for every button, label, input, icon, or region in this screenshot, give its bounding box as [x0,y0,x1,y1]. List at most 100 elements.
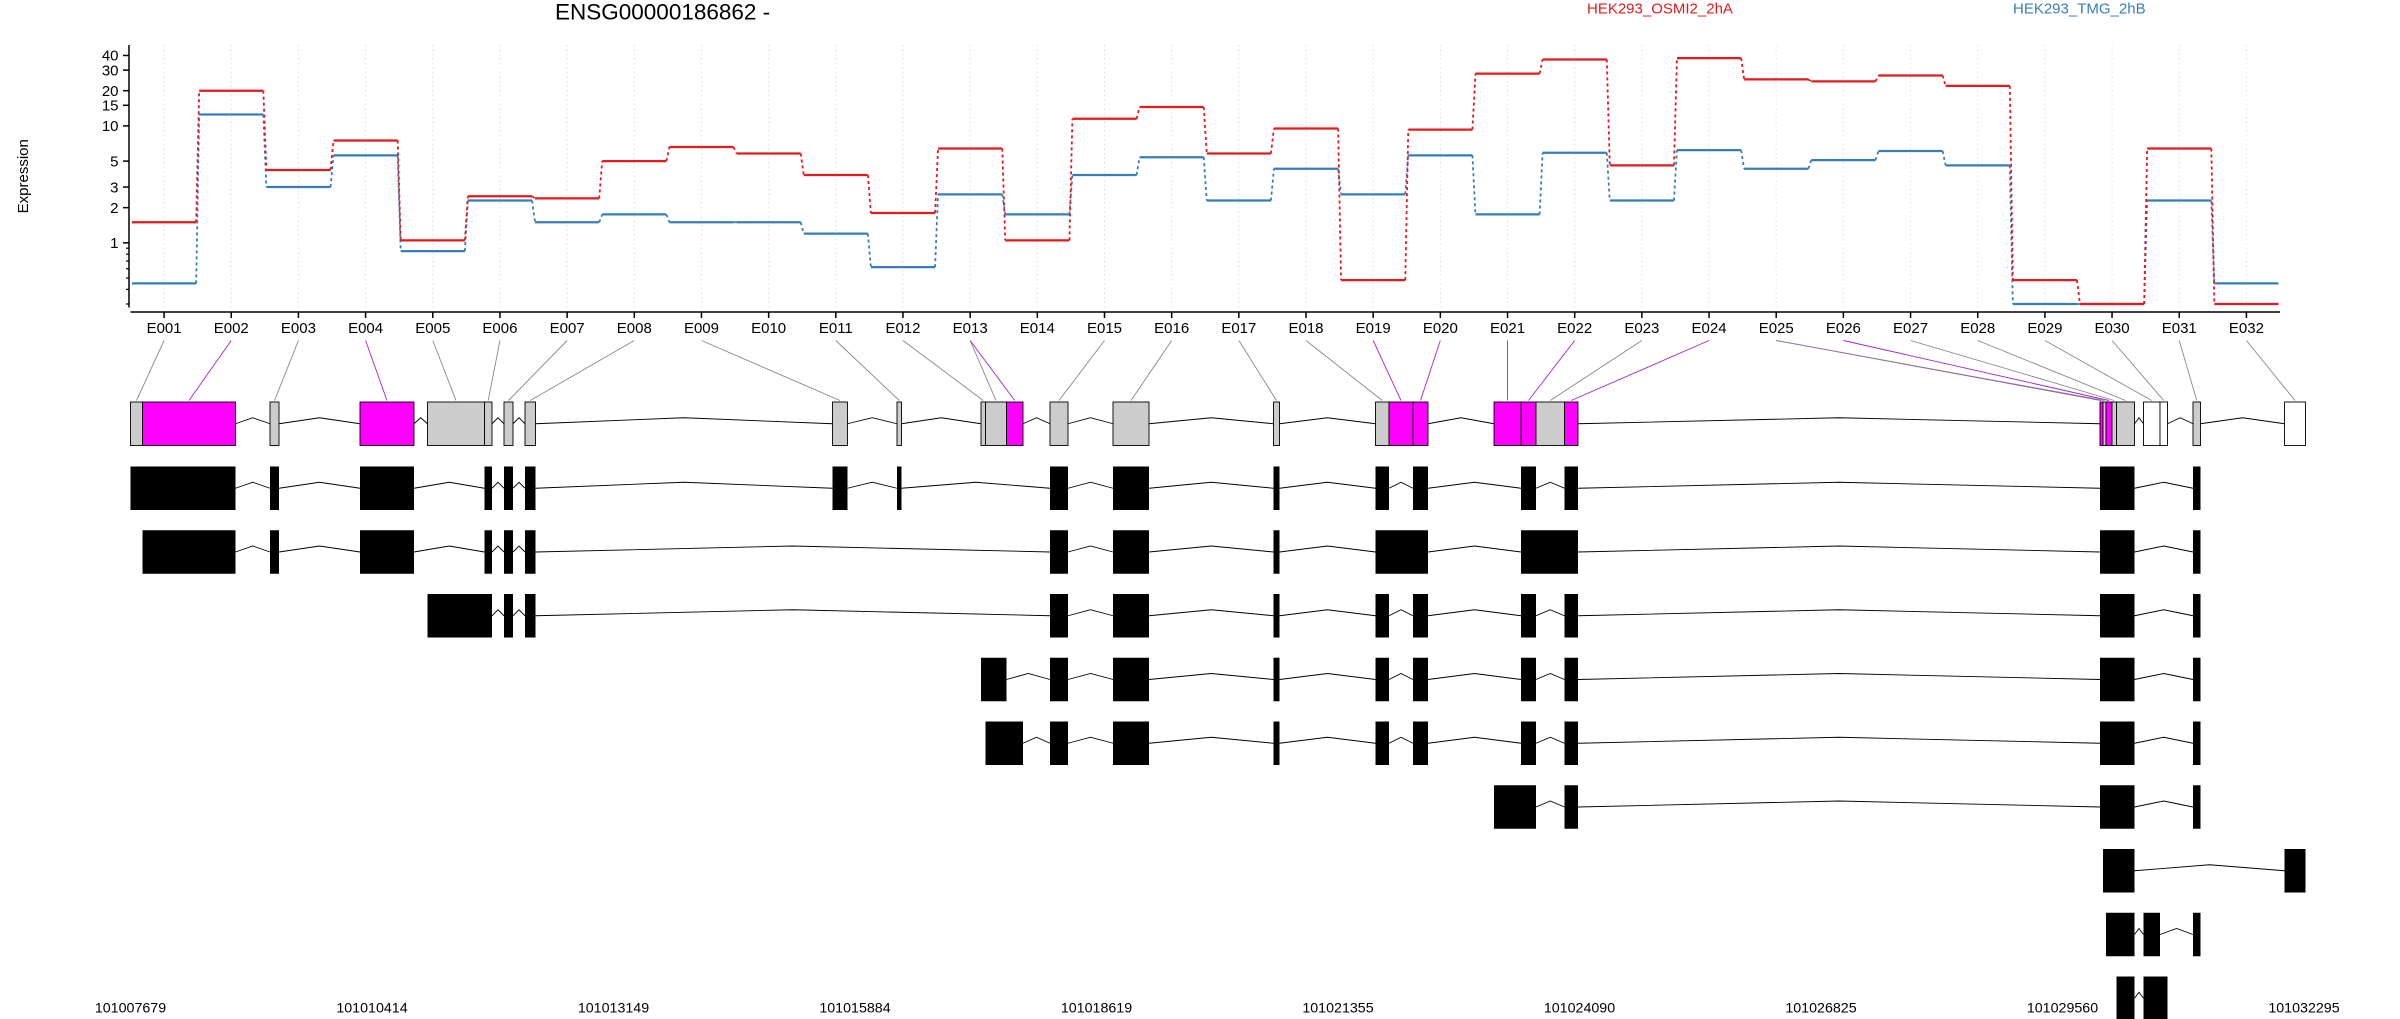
transcript-exon [142,530,236,574]
exon-label: E006 [482,320,517,337]
gene-intron [2134,417,2144,425]
gene-exon [1412,401,1429,446]
transcript-exon [1113,530,1149,574]
transcript-intron [847,481,898,489]
genomic-coordinate-label: 101007679 [95,1001,166,1017]
exon-label: E002 [214,320,249,337]
transcript-exon [525,530,536,574]
series-2-connector [1202,157,1208,201]
exon-label: E007 [550,320,585,337]
gene-exon [2192,401,2201,446]
transcript-intron [1427,609,1522,617]
transcript-exon [1113,594,1149,638]
exon-connector [1528,340,1576,401]
gene-exon [524,401,536,446]
transcript-intron [2134,673,2194,680]
gene-exon [980,401,986,446]
gene-intron [1022,417,1051,425]
transcript-intron [2134,927,2144,935]
exon-connector [1910,340,2115,401]
transcript-exon [2193,785,2201,829]
transcript-exon [1050,594,1068,638]
y-tick-label: 3 [110,179,118,196]
transcript-row [2103,849,2306,893]
series-1-connector [2008,85,2014,281]
gene-exon [896,401,902,446]
transcript-intron [1427,673,1522,680]
exon-connector [1977,340,2126,401]
genomic-coordinate-label: 101015884 [819,1001,890,1017]
transcript-exon [2100,594,2135,638]
gene-exon [503,401,514,446]
transcript-intron [512,481,526,489]
transcript-intron [1067,673,1114,680]
exon-connector [2178,340,2198,401]
gene-exon [484,401,493,446]
transcript-exon [1375,530,1428,574]
series-1-connector [1874,75,1880,82]
transcript-exon [270,466,279,510]
transcript-exon [525,594,536,638]
transcript-row [2116,976,2168,1019]
transcript-exon [504,466,513,510]
transcript-row [427,594,2201,638]
transcript-intron [413,545,485,553]
series-1-connector [1270,128,1275,154]
transcript-intron [1148,545,1274,553]
transcript-intron [1148,481,1274,489]
series-1-connector [2076,280,2081,305]
exon-label: E031 [2162,320,2197,337]
series-2-connector [598,214,604,223]
transcript-exon [1375,657,1389,702]
transcript-exon [1564,594,1578,638]
series-2-connector [2210,200,2216,284]
series-2-connector [1135,157,1141,176]
transcript-intron [512,609,526,617]
transcript-exon [360,530,414,574]
transcript-exon [2100,721,2135,765]
gene-exon [1006,401,1024,446]
exon-label: E017 [1221,320,1256,337]
series-1-connector [799,153,805,176]
exon-connector [274,340,299,401]
transcript-intron [2134,736,2194,744]
transcript-intron [1279,673,1376,680]
genomic-coordinate-label: 101029560 [2027,1001,2098,1017]
transcript-exon [1113,466,1149,510]
series-2-connector [1874,150,1880,161]
exon-connector [136,340,165,401]
series-2-connector [1471,155,1477,215]
transcript-intron [1388,481,1414,489]
exon-label: E011 [819,320,853,337]
series-1-connector [1471,73,1477,130]
gene-exon [1564,401,1579,446]
genomic-coordinate-label: 101026825 [1785,1001,1856,1017]
transcript-intron [1535,481,1565,489]
gene-exon [1112,401,1150,446]
gene-exon [1535,401,1565,446]
gene-intron [1427,417,1495,425]
transcript-exon [525,466,536,510]
transcript-exon [832,466,848,510]
exon-connector [2044,340,2152,401]
gene-intron [1148,417,1274,425]
series-1-connector [396,140,402,241]
transcript-intron [235,545,271,553]
series-1-connector [934,148,939,214]
series-2-line [132,113,2279,306]
gene-exon [2143,401,2161,446]
exon-label: E014 [1020,320,1055,337]
transcript-exon [1564,657,1578,702]
exon-connector [508,340,568,401]
transcript-intron [1067,545,1114,553]
exon-connector [1571,340,1710,401]
exon-label: E025 [1759,320,1794,337]
exon-label: E032 [2229,320,2264,337]
transcript-exon [504,530,513,574]
transcript-exon [2100,530,2135,574]
series-1-connector [1605,59,1611,166]
gene-intron [278,417,361,425]
transcript-exon [1273,721,1280,765]
series-2-connector [329,155,335,188]
